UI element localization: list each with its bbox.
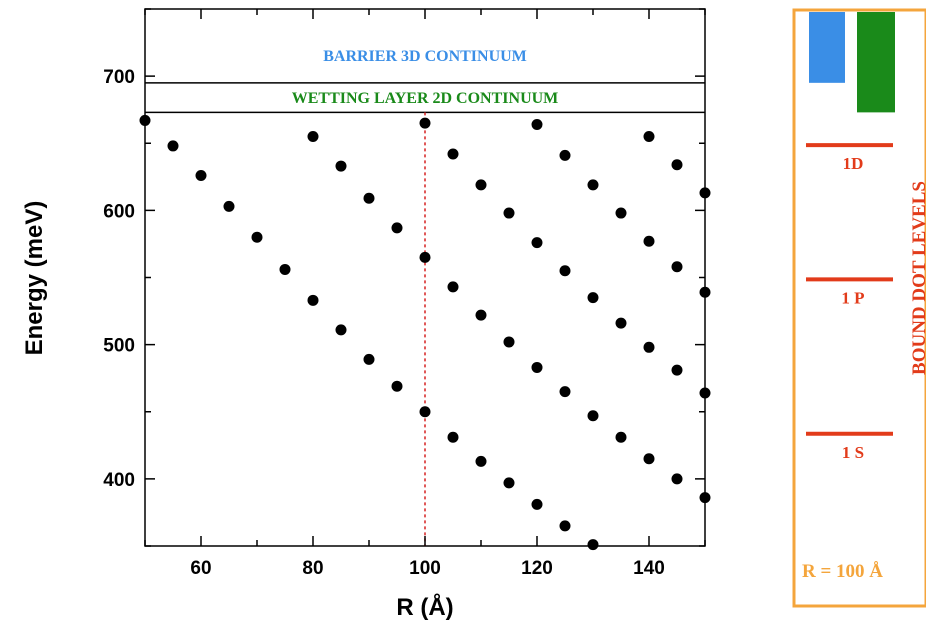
inset-caption: R = 100 Å xyxy=(802,561,883,582)
y-tick-label: 600 xyxy=(103,201,135,222)
data-point xyxy=(587,292,599,304)
level-label: 1 S xyxy=(842,443,864,462)
inset-bar-barrier xyxy=(809,12,845,83)
data-point xyxy=(699,187,711,199)
x-tick-label: 100 xyxy=(409,558,441,579)
data-point xyxy=(419,406,431,418)
y-tick-label: 500 xyxy=(103,336,135,357)
data-point xyxy=(279,263,291,275)
y-axis-title: Energy (meV) xyxy=(21,201,48,356)
data-point xyxy=(643,131,655,143)
data-point xyxy=(475,179,487,191)
inset-side-label: BOUND DOT LEVELS xyxy=(909,181,926,375)
data-point xyxy=(447,431,459,443)
y-tick-label: 700 xyxy=(103,67,135,88)
band-label-wetting-layer: WETTING LAYER 2D CONTINUUM xyxy=(292,90,559,107)
data-point xyxy=(419,117,431,129)
data-point xyxy=(335,160,347,172)
inset-frame xyxy=(792,8,926,608)
data-point xyxy=(531,361,543,373)
data-point xyxy=(503,477,515,489)
data-point xyxy=(643,453,655,465)
data-point xyxy=(643,341,655,353)
x-tick-label: 120 xyxy=(521,558,553,579)
data-point xyxy=(671,261,683,273)
x-tick-label: 60 xyxy=(190,558,211,579)
data-point xyxy=(531,237,543,249)
inset-bar-wetting-layer xyxy=(857,12,895,113)
data-point xyxy=(699,387,711,399)
data-point xyxy=(643,235,655,247)
data-point xyxy=(139,114,151,126)
points-layer xyxy=(139,114,711,551)
data-point xyxy=(671,159,683,171)
inset-levels: 1D 1 P 1 S xyxy=(806,143,893,462)
data-point xyxy=(615,431,627,443)
data-point xyxy=(363,192,375,204)
data-point xyxy=(391,380,403,392)
data-point xyxy=(363,353,375,365)
data-point xyxy=(475,455,487,467)
data-point xyxy=(615,317,627,329)
x-tick-label: 140 xyxy=(633,558,665,579)
data-point xyxy=(307,294,319,306)
y-tick-label: 400 xyxy=(103,470,135,491)
level-label: 1 P xyxy=(841,288,864,307)
inset-panel: 1D 1 P 1 S BOUND DOT LEVELS R = 100 Å xyxy=(792,8,926,608)
data-point xyxy=(671,364,683,376)
inset-bars xyxy=(809,12,895,113)
bands-layer: BARRIER 3D CONTINUUM WETTING LAYER 2D CON… xyxy=(145,48,705,114)
data-point xyxy=(503,207,515,219)
data-point xyxy=(699,492,711,504)
data-point xyxy=(307,131,319,143)
data-point xyxy=(559,386,571,398)
data-point xyxy=(559,265,571,277)
data-point xyxy=(587,179,599,191)
data-point xyxy=(699,286,711,298)
data-point xyxy=(419,251,431,263)
band-label-barrier: BARRIER 3D CONTINUUM xyxy=(323,48,527,65)
data-point xyxy=(615,207,627,219)
data-point xyxy=(447,281,459,293)
data-point xyxy=(195,169,207,181)
ticks-layer: 60 80 100 120 140 400 500 600 700 xyxy=(103,8,706,579)
data-point xyxy=(391,222,403,234)
data-point xyxy=(335,324,347,336)
data-point xyxy=(531,118,543,130)
data-point xyxy=(475,309,487,321)
data-point xyxy=(559,520,571,532)
x-tick-label: 80 xyxy=(302,558,323,579)
data-point xyxy=(251,231,263,243)
data-point xyxy=(671,473,683,485)
data-point xyxy=(503,336,515,348)
level-label: 1D xyxy=(843,154,864,173)
x-axis-title: R (Å) xyxy=(396,593,453,621)
data-point xyxy=(167,140,179,152)
data-point xyxy=(531,498,543,510)
data-point xyxy=(587,410,599,422)
data-point xyxy=(223,200,235,212)
data-point xyxy=(559,149,571,161)
main-chart: BARRIER 3D CONTINUUM WETTING LAYER 2D CON… xyxy=(21,8,711,621)
data-point xyxy=(587,539,599,551)
data-point xyxy=(447,148,459,160)
